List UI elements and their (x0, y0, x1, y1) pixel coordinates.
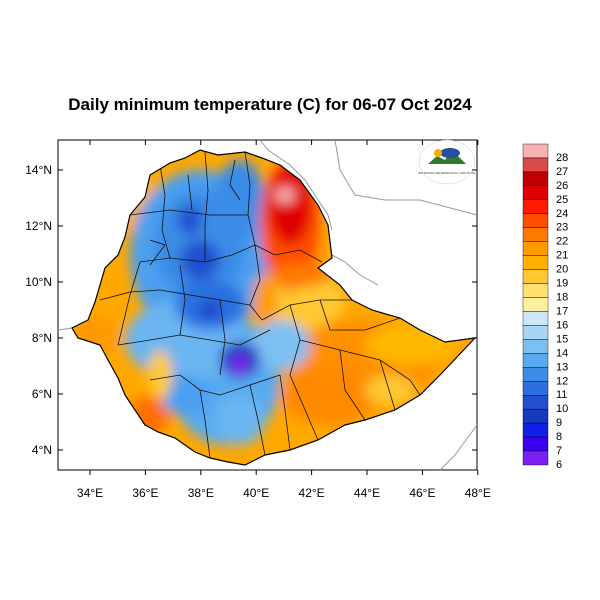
colorbar-swatch (522, 143, 549, 159)
colorbar-swatch (522, 436, 549, 452)
y-tick-label: 10°N (25, 275, 52, 289)
x-tick-label: 38°E (188, 486, 214, 500)
colorbar-swatch (522, 269, 549, 284)
colorbar-swatch (522, 255, 549, 270)
colorbar-label: 16 (556, 319, 568, 331)
admin-boundaries (99, 151, 421, 459)
logo-caption: ETHIOPIAN METEOROLOGY INSTITUTE (419, 171, 476, 175)
colorbar-label: 13 (556, 361, 568, 373)
x-tick-label: 44°E (354, 486, 380, 500)
colorbar-label: 17 (556, 305, 568, 317)
colorbar-label: 11 (556, 389, 567, 401)
y-tick-label: 8°N (32, 331, 52, 345)
colorbar-label: 15 (556, 333, 568, 345)
colorbar-swatch (522, 325, 549, 340)
colorbar-label: 8 (556, 431, 562, 443)
colorbar-label: 28 (556, 152, 568, 164)
colorbar-label: 25 (556, 194, 568, 206)
colorbar-label: 9 (556, 417, 562, 429)
colorbar-swatch (522, 422, 549, 438)
colorbar-label: 21 (556, 250, 568, 262)
ethiopia-outline (71, 149, 477, 466)
map-title: Daily minimum temperature (C) for 06-07 … (68, 95, 472, 114)
x-axis: 34°E 36°E 38°E 40°E 42°E 44°E 46°E 48°E (77, 140, 491, 500)
x-tick-label: 36°E (132, 486, 158, 500)
colorbar-swatch (522, 381, 549, 396)
colorbar-label: 18 (556, 292, 568, 304)
y-tick-label: 6°N (32, 387, 52, 401)
colorbar-swatch (522, 213, 549, 228)
colorbar-label: 7 (556, 445, 562, 457)
colorbar-label: 10 (556, 403, 568, 415)
y-tick-label: 12°N (25, 219, 52, 233)
colorbar-label: 19 (556, 278, 568, 290)
colorbar-swatch (522, 171, 549, 187)
colorbar-label: 24 (556, 208, 568, 220)
y-axis: 14°N 12°N 10°N 8°N 6°N 4°N (25, 163, 477, 457)
institute-logo: ETHIOPIAN METEOROLOGY INSTITUTE (419, 139, 476, 185)
colorbar-swatch (522, 353, 549, 368)
y-tick-label: 14°N (25, 163, 52, 177)
colorbar-label: 23 (556, 222, 568, 234)
x-tick-label: 46°E (409, 486, 435, 500)
neighbor-borders (57, 139, 478, 471)
colorbar-label: 12 (556, 375, 568, 387)
colorbar-swatch (522, 199, 549, 214)
colorbar-swatch (522, 367, 549, 382)
x-tick-label: 48°E (465, 486, 491, 500)
colorbar-swatch (522, 450, 549, 466)
colorbar-swatch (522, 408, 549, 424)
colorbar-swatch (522, 395, 549, 410)
colorbar-swatch (522, 283, 549, 298)
x-tick-label: 34°E (77, 486, 103, 500)
colorbar-label: 20 (556, 264, 568, 276)
colorbar-swatch (522, 339, 549, 354)
colorbar-label: 26 (556, 180, 568, 192)
colorbar-swatch (522, 157, 549, 173)
colorbar-swatch (522, 297, 549, 312)
colorbar-swatch (522, 185, 549, 201)
colorbar-label: 22 (556, 236, 568, 248)
colorbar-label: 14 (556, 347, 568, 359)
colorbar-label: 27 (556, 166, 568, 178)
x-tick-label: 40°E (243, 486, 269, 500)
y-tick-label: 4°N (32, 443, 52, 457)
colorbar-swatch (522, 227, 549, 242)
x-tick-label: 42°E (299, 486, 325, 500)
colorbar-swatch (522, 311, 549, 326)
colorbar-label: 6 (556, 459, 562, 471)
colorbar-swatch (522, 241, 549, 256)
